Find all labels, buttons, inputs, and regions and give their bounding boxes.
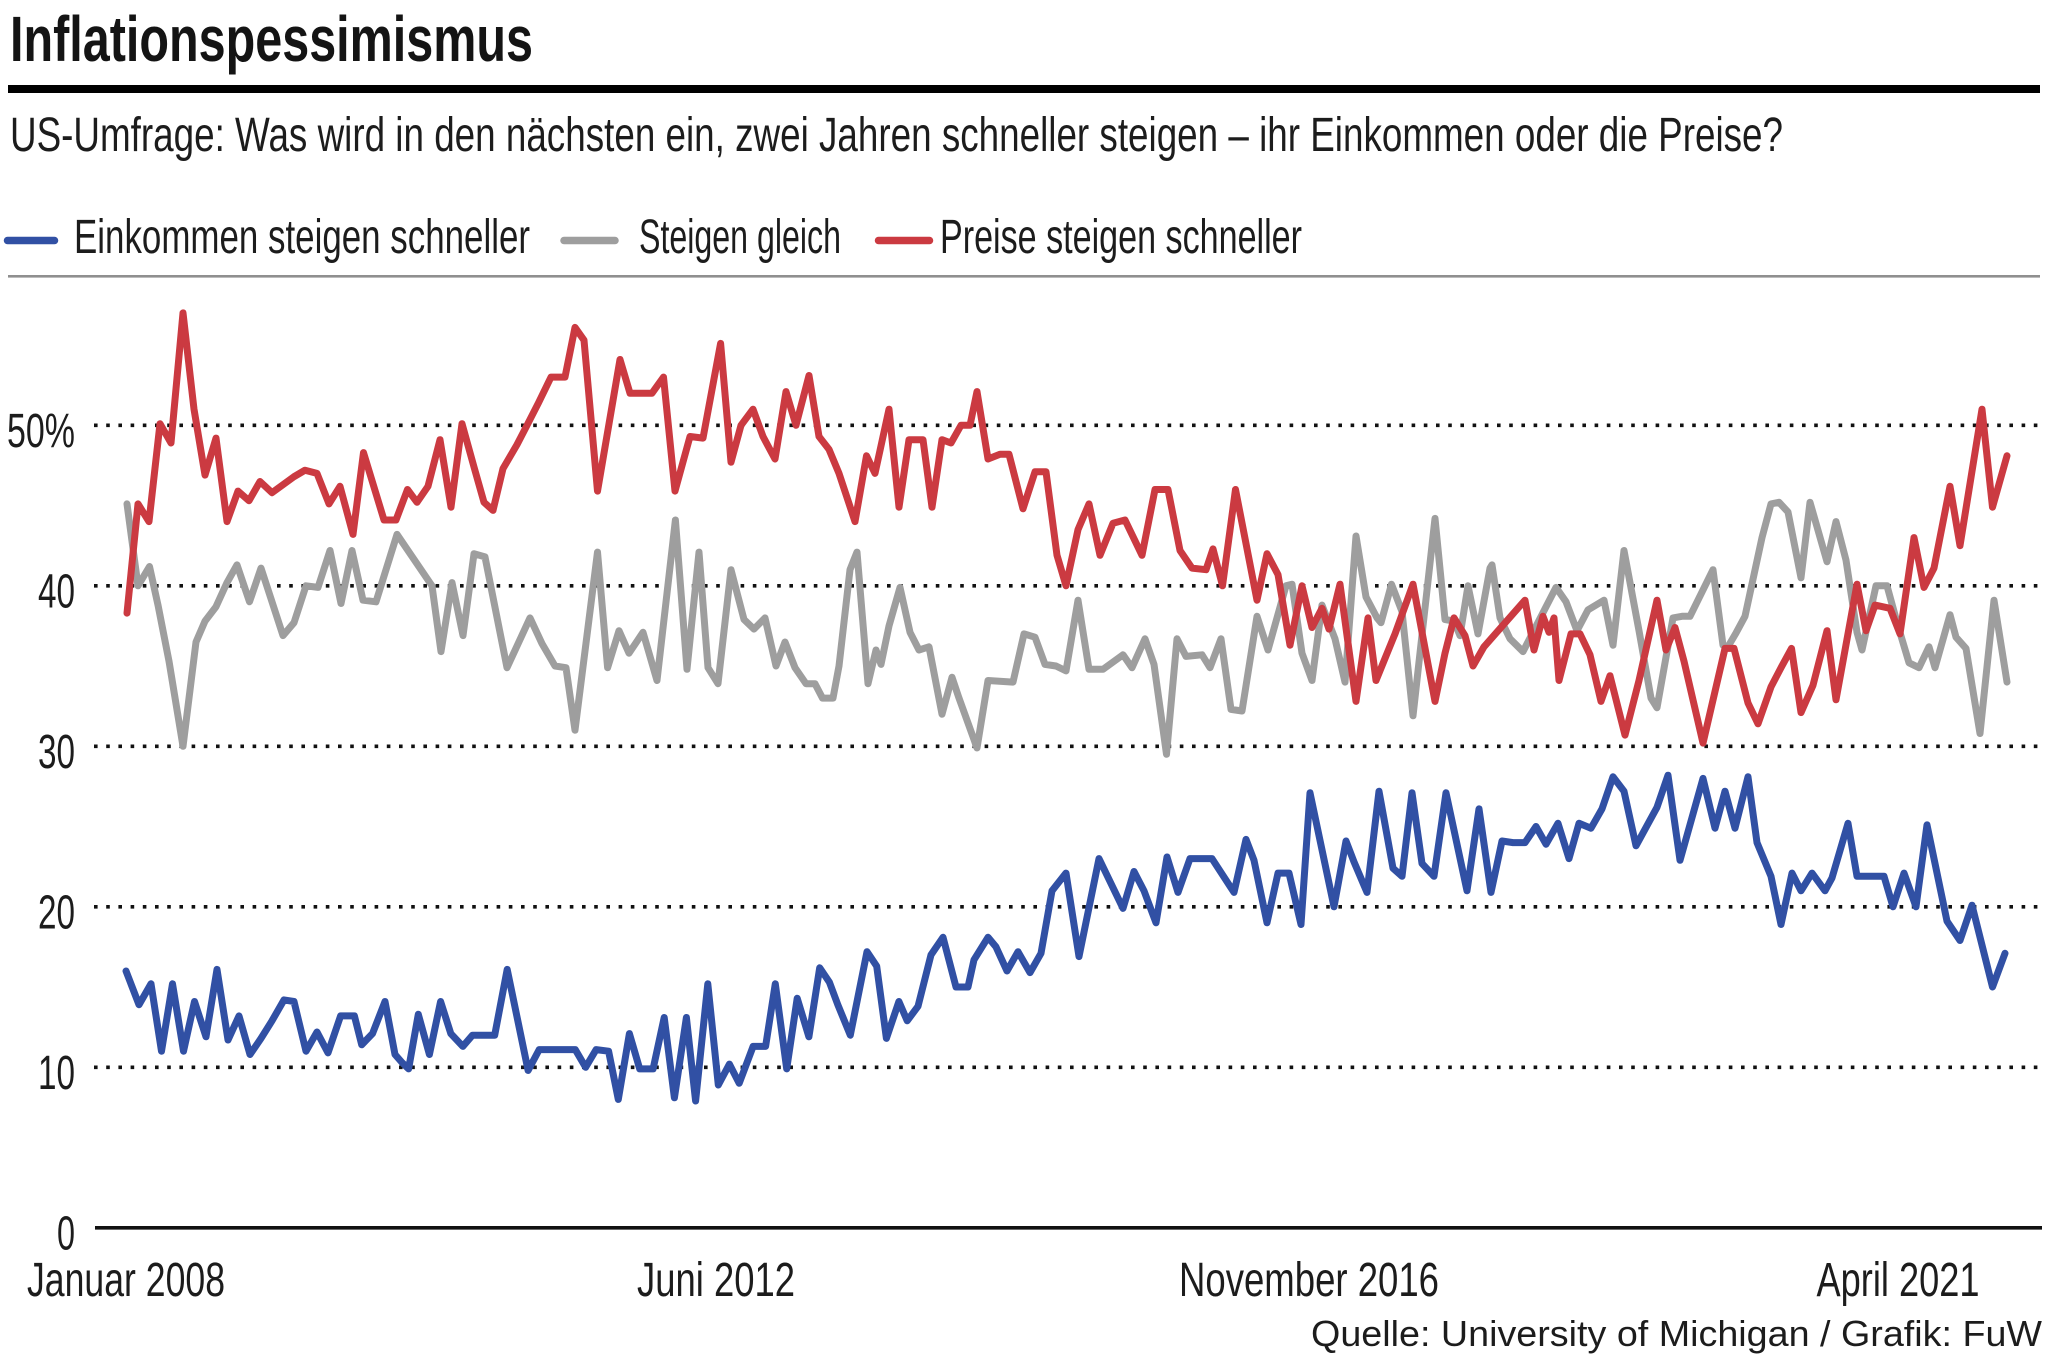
svg-text:30: 30 <box>38 726 75 779</box>
svg-text:Inflationspessimismus: Inflationspessimismus <box>10 3 533 75</box>
svg-text:Einkommen steigen schneller: Einkommen steigen schneller <box>74 211 530 264</box>
svg-text:Juni 2012: Juni 2012 <box>637 1254 795 1307</box>
svg-text:US-Umfrage: Was wird in den nä: US-Umfrage: Was wird in den nächsten ein… <box>10 109 1783 162</box>
svg-text:April 2021: April 2021 <box>1817 1254 1980 1307</box>
svg-text:0: 0 <box>57 1208 75 1261</box>
svg-text:10: 10 <box>38 1047 75 1100</box>
svg-text:Preise steigen schneller: Preise steigen schneller <box>940 211 1302 264</box>
svg-text:20: 20 <box>38 887 75 940</box>
svg-text:Steigen gleich: Steigen gleich <box>639 211 841 264</box>
svg-text:Quelle: University of Michigan: Quelle: University of Michigan / Grafik:… <box>1311 1313 2042 1354</box>
svg-text:40: 40 <box>38 566 75 619</box>
svg-text:50%: 50% <box>7 405 75 458</box>
svg-text:November 2016: November 2016 <box>1179 1254 1439 1307</box>
svg-text:Januar 2008: Januar 2008 <box>27 1254 225 1307</box>
